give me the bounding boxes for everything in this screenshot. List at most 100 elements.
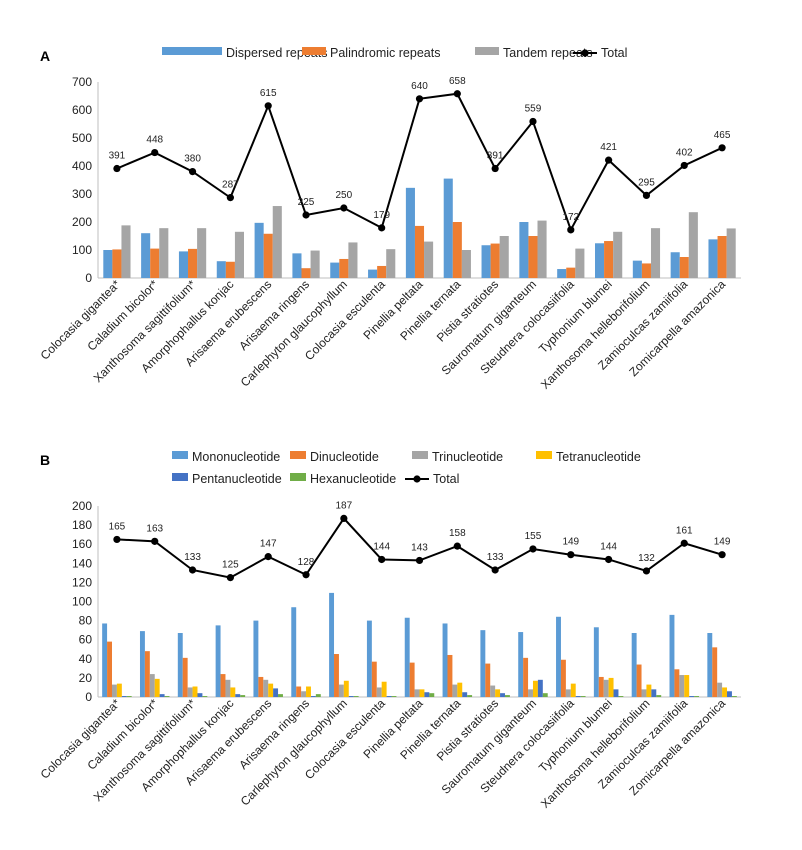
total-data-label: 287 — [222, 180, 239, 191]
bar-pentanucleotide — [310, 696, 316, 697]
bar-dispersed-repeats — [405, 187, 415, 278]
total-data-label: 161 — [676, 525, 693, 536]
y-tick-label: 400 — [72, 159, 92, 173]
bar-dispersed-repeats — [216, 261, 226, 278]
bar-trinucleotide — [149, 674, 155, 697]
legend-swatch — [290, 473, 306, 481]
bar-trinucleotide — [452, 684, 458, 697]
y-tick-label: 100 — [72, 243, 92, 257]
bar-tetranucleotide — [343, 680, 349, 697]
legend-label: Trinucleotide — [432, 450, 503, 464]
bar-hexanucleotide — [656, 695, 662, 697]
bar-hexanucleotide — [391, 696, 397, 697]
bar-pentanucleotide — [537, 679, 543, 697]
legend-label: Total — [433, 472, 459, 486]
bar-hexanucleotide — [126, 696, 132, 697]
bar-tandem-repeats — [424, 241, 434, 278]
total-point — [226, 194, 234, 202]
bar-palindromic-repeats — [604, 241, 614, 278]
bar-tetranucleotide — [570, 683, 576, 697]
bar-mononucleotide — [631, 633, 637, 697]
bar-palindromic-repeats — [263, 233, 273, 278]
total-point — [151, 148, 159, 157]
bar-trinucleotide — [414, 689, 420, 697]
bar-pentanucleotide — [348, 696, 354, 697]
bar-dinucleotide — [144, 651, 150, 697]
bar-tetranucleotide — [306, 686, 311, 697]
legend-swatch — [172, 451, 188, 459]
total-point — [567, 551, 575, 559]
bar-tetranucleotide — [192, 686, 198, 697]
bar-pentanucleotide — [500, 693, 505, 697]
bar-tandem-repeats — [310, 250, 320, 278]
bar-trinucleotide — [490, 685, 496, 697]
bar-tetranucleotide — [381, 681, 387, 697]
bar-dispersed-repeats — [557, 269, 567, 278]
y-tick-label: 100 — [72, 595, 92, 609]
bar-hexanucleotide — [278, 694, 283, 697]
bar-palindromic-repeats — [112, 249, 122, 278]
bar-hexanucleotide — [467, 695, 473, 697]
total-data-label: 133 — [487, 552, 504, 563]
bar-tetranucleotide — [116, 683, 122, 697]
total-data-label: 295 — [638, 177, 655, 188]
total-data-label: 421 — [600, 142, 617, 153]
bar-dispersed-repeats — [178, 251, 189, 278]
total-point — [453, 90, 461, 98]
legend-label: Hexanucleotide — [310, 472, 396, 486]
bar-trinucleotide — [187, 687, 193, 697]
bar-palindromic-repeats — [150, 248, 160, 278]
total-point — [529, 117, 537, 126]
bar-pentanucleotide — [424, 692, 430, 697]
legend-label: Tetranucleotide — [556, 450, 641, 464]
bar-palindromic-repeats — [452, 222, 462, 278]
bar-dinucleotide — [447, 654, 453, 697]
y-tick-label: 0 — [85, 690, 92, 704]
bar-mononucleotide — [593, 627, 599, 697]
panel-label: B — [40, 452, 50, 468]
bar-trinucleotide — [263, 679, 269, 697]
y-tick-label: 200 — [72, 215, 92, 229]
bar-dispersed-repeats — [103, 250, 113, 278]
bar-tandem-repeats — [121, 225, 131, 278]
bar-trinucleotide — [301, 691, 307, 697]
bar-palindromic-repeats — [301, 268, 311, 278]
bar-dinucleotide — [560, 659, 566, 697]
legend-swatch — [536, 451, 552, 459]
bar-mononucleotide — [102, 623, 108, 697]
total-data-label: 158 — [449, 528, 466, 539]
y-tick-label: 0 — [85, 271, 92, 285]
bar-palindromic-repeats — [225, 261, 235, 278]
bar-palindromic-repeats — [377, 265, 387, 278]
total-data-label: 658 — [449, 76, 466, 87]
legend-label: Tandem repeats — [503, 46, 593, 60]
y-tick-label: 160 — [72, 537, 92, 551]
y-tick-label: 40 — [79, 652, 93, 666]
bar-dispersed-repeats — [708, 239, 718, 278]
bar-dinucleotide — [598, 676, 604, 697]
bar-dinucleotide — [485, 663, 491, 697]
total-point — [151, 537, 159, 545]
bar-dinucleotide — [182, 657, 188, 697]
bar-dinucleotide — [523, 657, 529, 697]
total-line — [116, 92, 723, 233]
bar-trinucleotide — [603, 679, 609, 697]
bar-hexanucleotide — [315, 694, 321, 697]
bar-pentanucleotide — [727, 691, 732, 697]
bar-pentanucleotide — [159, 694, 165, 697]
bar-hexanucleotide — [353, 696, 359, 697]
total-data-label: 149 — [714, 537, 731, 548]
bar-dinucleotide — [636, 664, 642, 697]
total-data-label: 640 — [411, 81, 428, 92]
bar-dinucleotide — [334, 654, 339, 697]
total-point — [642, 191, 651, 199]
total-data-label: 391 — [109, 151, 126, 162]
bar-mononucleotide — [253, 620, 259, 697]
total-data-label: 391 — [487, 151, 504, 162]
total-point — [264, 553, 272, 561]
bar-pentanucleotide — [651, 689, 657, 697]
total-point — [642, 567, 651, 575]
total-data-label: 172 — [562, 212, 579, 223]
panel-b: B 0 20 40 60 80 100 120 140 160 180 200 165 163 133 125… — [38, 450, 741, 811]
y-tick-label: 20 — [79, 671, 93, 685]
